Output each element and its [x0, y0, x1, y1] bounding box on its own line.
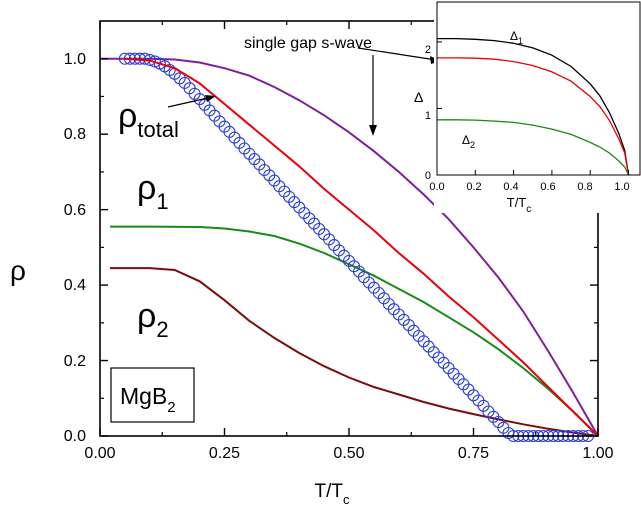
- inset-y-tick-label: 2: [425, 44, 431, 56]
- y-tick-label: 0.6: [64, 202, 86, 219]
- inset-x-tick-label: 0.6: [540, 181, 555, 193]
- mgb2-box: [110, 367, 195, 423]
- inset-y-tick-label: 1: [425, 110, 431, 122]
- inset-x-tick-label: 0.0: [429, 181, 444, 193]
- rho1-label: ρ1: [137, 169, 169, 214]
- inset-y-axis-label: Δ: [414, 89, 423, 105]
- y-tick-label: 0.8: [64, 126, 86, 143]
- inset-series-line-Δ1: [437, 37, 630, 176]
- inset-x-tick-label: 0.8: [577, 181, 592, 193]
- single-gap-label: single gap s-wave: [244, 35, 372, 52]
- inset-series-line-Δ2: [437, 119, 630, 176]
- inset-x-tick-label: 0.4: [503, 181, 518, 193]
- y-axis-label: ρ: [10, 255, 26, 286]
- inset-y-tick-label: 0: [425, 170, 431, 182]
- main-x-tick-labels: 0.00 0.25 0.50 0.75 1.00: [84, 445, 613, 462]
- rho-total-label: ρtotal: [118, 97, 179, 142]
- series-line-rho-total: [124, 57, 599, 437]
- inset-x-tick-labels: 0.0 0.2 0.4 0.6 0.8 1.0: [429, 181, 629, 193]
- inset-ticks: [436, 41, 630, 176]
- delta2-label: Δ2: [462, 133, 475, 150]
- rho2-label: ρ2: [137, 297, 169, 342]
- inset-x-tick-label: 1.0: [614, 181, 629, 193]
- y-tick-label: 0.0: [64, 428, 86, 445]
- inset-frame: [436, 1, 641, 176]
- main-y-tick-labels: 0.0 0.2 0.4 0.6 0.8 1.0: [64, 51, 86, 445]
- x-tick-label: 0.75: [458, 445, 489, 462]
- inset-y-tick-labels: 0 1 2: [425, 44, 431, 182]
- inset-plot: 0.0 0.2 0.4 0.6 0.8 1.0 0 1 2 T/Tc Δ Δ1 …: [414, 0, 641, 215]
- main-curves: [100, 57, 599, 437]
- inset-background: [434, 0, 641, 213]
- mgb2-label: MgB2: [120, 383, 176, 416]
- rho-total-arrowhead: [205, 95, 216, 102]
- inset-x-axis-label: T/Tc: [507, 195, 532, 215]
- y-tick-label: 0.2: [64, 353, 86, 370]
- series-line-ρ2: [110, 267, 599, 437]
- x-tick-label: 0.00: [84, 445, 115, 462]
- x-axis-label: T/Tc: [315, 481, 351, 507]
- series-line-ρ1: [110, 225, 599, 437]
- series-line-single gap s-wave: [100, 57, 599, 437]
- inset-curves: [437, 37, 630, 176]
- single-gap-arrowhead: [369, 125, 377, 136]
- y-tick-label: 1.0: [64, 51, 86, 68]
- rho-total-arrow: [167, 96, 213, 108]
- x-tick-label: 0.25: [209, 445, 240, 462]
- x-tick-label: 1.00: [582, 445, 613, 462]
- inset-series-line-Δ: [437, 57, 630, 176]
- inset-x-tick-label: 0.2: [466, 181, 481, 193]
- delta1-label: Δ1: [510, 29, 523, 46]
- x-tick-label: 0.50: [333, 445, 364, 462]
- y-tick-label: 0.4: [64, 277, 86, 294]
- single-gap-inset-arrow: [357, 47, 437, 61]
